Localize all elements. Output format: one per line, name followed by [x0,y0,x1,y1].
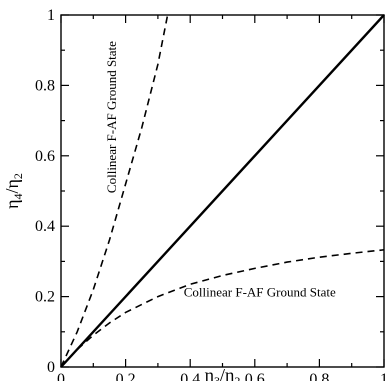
y-tick-label-5: 1 [47,7,55,24]
x-tick-label-1: 0.2 [116,371,136,381]
y-axis-label-sub1: 4 [11,194,25,200]
annotation-vertical: Collinear F-AF Ground State [104,41,119,193]
y-tick-label-0: 0 [47,359,55,376]
x-tick-label-5: 1 [380,371,387,381]
plot-area [60,14,385,368]
y-axis-label: η4/η2 [2,173,25,209]
y-tick-label-4: 0.8 [35,77,55,94]
x-tick-label-4: 0.8 [309,371,329,381]
y-axis-label-main: η [2,200,22,209]
y-tick-label-2: 0.4 [35,218,55,235]
y-tick-label-1: 0.2 [35,289,55,306]
x-axis-label-main: η [205,365,214,381]
x-tick-label-0: 0 [57,371,65,381]
x-axis-label-sub2: 2 [234,374,240,381]
x-tick-label-3: 0.6 [245,371,265,381]
series-line-2 [60,249,385,368]
series-line-0 [60,14,385,368]
x-axis-label: η3/η2 [205,365,241,381]
axis-ticks: 0 0.2 0.4 0.6 0.8 1 0 0.2 0.4 0.6 0.8 1 [35,7,387,381]
x-axis-label-sub1: 3 [214,374,220,381]
x-axis-label-sep: /η [220,365,234,381]
y-tick-label-3: 0.6 [35,148,55,165]
y-axis-label-sep: /η [2,179,22,193]
x-tick-label-2: 0.4 [180,371,200,381]
annotation-horizontal: Collinear F-AF Ground State [184,285,336,300]
y-axis-label-sub2: 2 [11,173,25,179]
